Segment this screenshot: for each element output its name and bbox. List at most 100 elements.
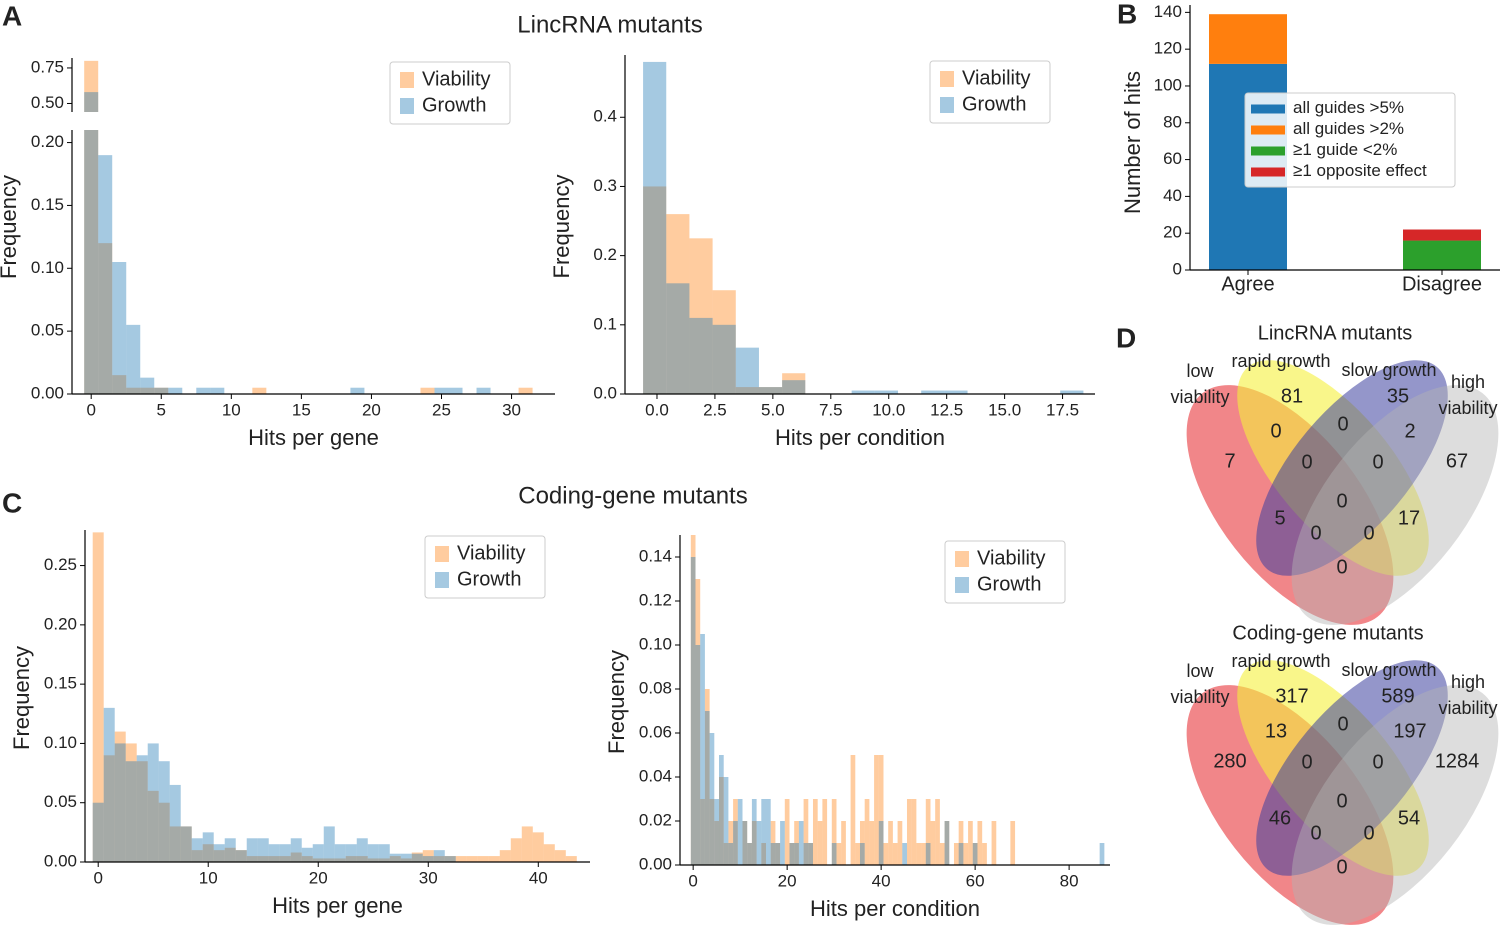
bar xyxy=(92,532,104,862)
legend-swatch xyxy=(940,97,954,113)
bar xyxy=(191,838,203,862)
venn-count: 197 xyxy=(1393,720,1426,742)
bar xyxy=(888,821,893,865)
bar xyxy=(154,387,169,394)
legend-label: Viability xyxy=(422,68,491,90)
bar xyxy=(114,731,126,862)
bar xyxy=(874,755,879,865)
y-tick-label: 0.04 xyxy=(639,766,672,785)
bar xyxy=(794,821,799,865)
bar xyxy=(695,579,701,865)
chart-title: LincRNA mutants xyxy=(517,11,702,38)
bar xyxy=(476,387,491,394)
bar xyxy=(733,821,738,865)
bar xyxy=(169,826,181,862)
bar xyxy=(411,852,423,862)
bar xyxy=(864,799,870,865)
bar xyxy=(963,843,969,865)
chart-title: LincRNA mutants xyxy=(1258,322,1413,344)
x-tick-label: 10.0 xyxy=(872,400,905,419)
y-tick-label: 0.0 xyxy=(593,383,617,402)
venn-count: 0 xyxy=(1363,822,1374,844)
bar xyxy=(972,843,978,865)
bar xyxy=(789,843,795,865)
y-tick-label: 0.3 xyxy=(593,176,617,195)
bar xyxy=(147,790,159,862)
bar xyxy=(158,761,170,862)
bar xyxy=(268,856,280,862)
venn-count: 2 xyxy=(1404,420,1415,442)
bar xyxy=(389,853,401,862)
x-tick-label: 20 xyxy=(309,868,328,887)
bar xyxy=(488,856,500,862)
bar xyxy=(224,838,236,862)
bar xyxy=(1209,14,1287,64)
venn-set-label: high xyxy=(1451,672,1485,692)
venn-set xyxy=(1256,660,1448,876)
legend-swatch xyxy=(435,546,449,562)
bar xyxy=(719,777,724,865)
y-tick-label: 0.75 xyxy=(31,57,64,76)
bar xyxy=(554,850,566,862)
venn-count: 0 xyxy=(1310,522,1321,544)
bar xyxy=(196,387,211,394)
bar xyxy=(136,761,148,862)
x-tick-label: 40 xyxy=(529,868,548,887)
y-tick-label: 0.2 xyxy=(593,245,617,264)
bar xyxy=(323,858,335,862)
bar xyxy=(700,634,705,865)
bar xyxy=(246,838,258,862)
bar xyxy=(817,821,823,865)
bar xyxy=(704,711,710,865)
bar xyxy=(766,799,771,865)
y-tick-label: 0.06 xyxy=(639,722,672,741)
bar xyxy=(356,838,368,862)
bar xyxy=(235,850,247,862)
venn-count: 0 xyxy=(1363,522,1374,544)
bar xyxy=(126,387,141,394)
bar xyxy=(841,821,846,865)
bar xyxy=(859,821,865,865)
bar xyxy=(180,826,192,862)
bar xyxy=(103,707,115,862)
bar xyxy=(700,799,705,865)
bar xyxy=(761,799,766,865)
bar xyxy=(420,387,435,394)
y-tick-label: 0.20 xyxy=(31,132,64,151)
bar xyxy=(921,390,945,394)
bar xyxy=(803,843,809,865)
bar xyxy=(279,856,291,862)
bar xyxy=(751,799,757,865)
bar xyxy=(953,843,959,865)
legend-swatch xyxy=(400,72,414,88)
bar xyxy=(158,802,170,862)
bar xyxy=(695,645,701,865)
venn-count: 317 xyxy=(1275,685,1308,707)
y-tick-label: 0.00 xyxy=(31,383,64,402)
venn-set-label: rapid growth xyxy=(1231,351,1330,371)
bar xyxy=(210,387,225,394)
venn-count: 0 xyxy=(1301,451,1312,473)
y-tick-label: 0.50 xyxy=(31,93,64,112)
bar xyxy=(252,387,267,394)
venn-set-label: slow growth xyxy=(1341,360,1436,380)
bar xyxy=(543,844,555,862)
bar xyxy=(689,238,713,394)
bar xyxy=(831,843,837,865)
bar xyxy=(154,387,169,394)
bar xyxy=(477,856,489,862)
bar xyxy=(939,843,945,865)
bar xyxy=(565,856,577,862)
bar xyxy=(733,799,738,865)
legend-label: ≥1 opposite effect xyxy=(1293,161,1427,180)
bar xyxy=(822,799,828,865)
bar xyxy=(84,130,99,394)
bar xyxy=(789,843,795,865)
y-tick-label: 0.4 xyxy=(593,107,617,126)
bar xyxy=(775,843,781,865)
bar xyxy=(991,821,997,865)
y-tick-label: 0.12 xyxy=(639,590,672,609)
venn-count: 280 xyxy=(1213,750,1246,772)
venn-count: 0 xyxy=(1337,713,1348,735)
bar xyxy=(972,843,978,865)
